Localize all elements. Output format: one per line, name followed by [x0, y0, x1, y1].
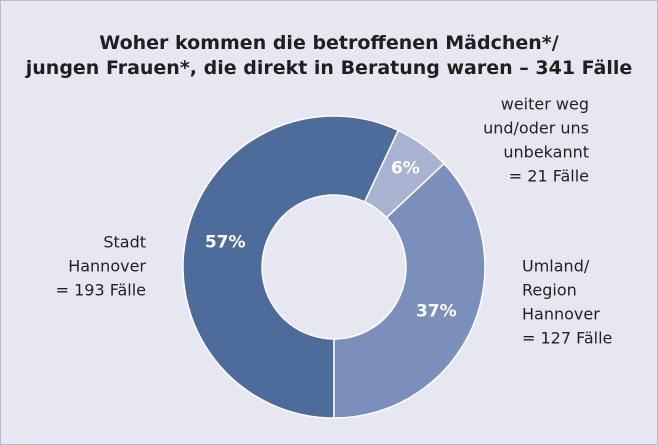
category-label: Stadt: [103, 233, 146, 252]
value-label: 57%: [205, 233, 246, 253]
donut-slice: [333, 162, 486, 419]
value-label: 6%: [391, 159, 420, 179]
category-label: = 193 Fälle: [56, 281, 146, 300]
category-label: unbekannt: [503, 143, 589, 162]
category-label: Umland/: [522, 257, 590, 276]
category-label: Region: [522, 281, 577, 300]
category-label: weiter weg: [501, 95, 589, 114]
title-line: jungen Frauen*, die direkt in Beratung w…: [25, 57, 633, 79]
value-label: 37%: [416, 301, 457, 321]
category-label: = 127 Fälle: [522, 329, 612, 348]
donut-slice: [182, 115, 400, 419]
category-label: Hannover: [68, 257, 146, 276]
title-line: Woher kommen die betroffenen Mädchen*/: [99, 32, 559, 54]
category-label: und/oder uns: [483, 119, 589, 138]
category-label: = 21 Fälle: [509, 167, 589, 186]
category-label: Hannover: [522, 305, 600, 324]
chart-title: Woher kommen die betroffenen Mädchen*/ j…: [1, 31, 657, 81]
